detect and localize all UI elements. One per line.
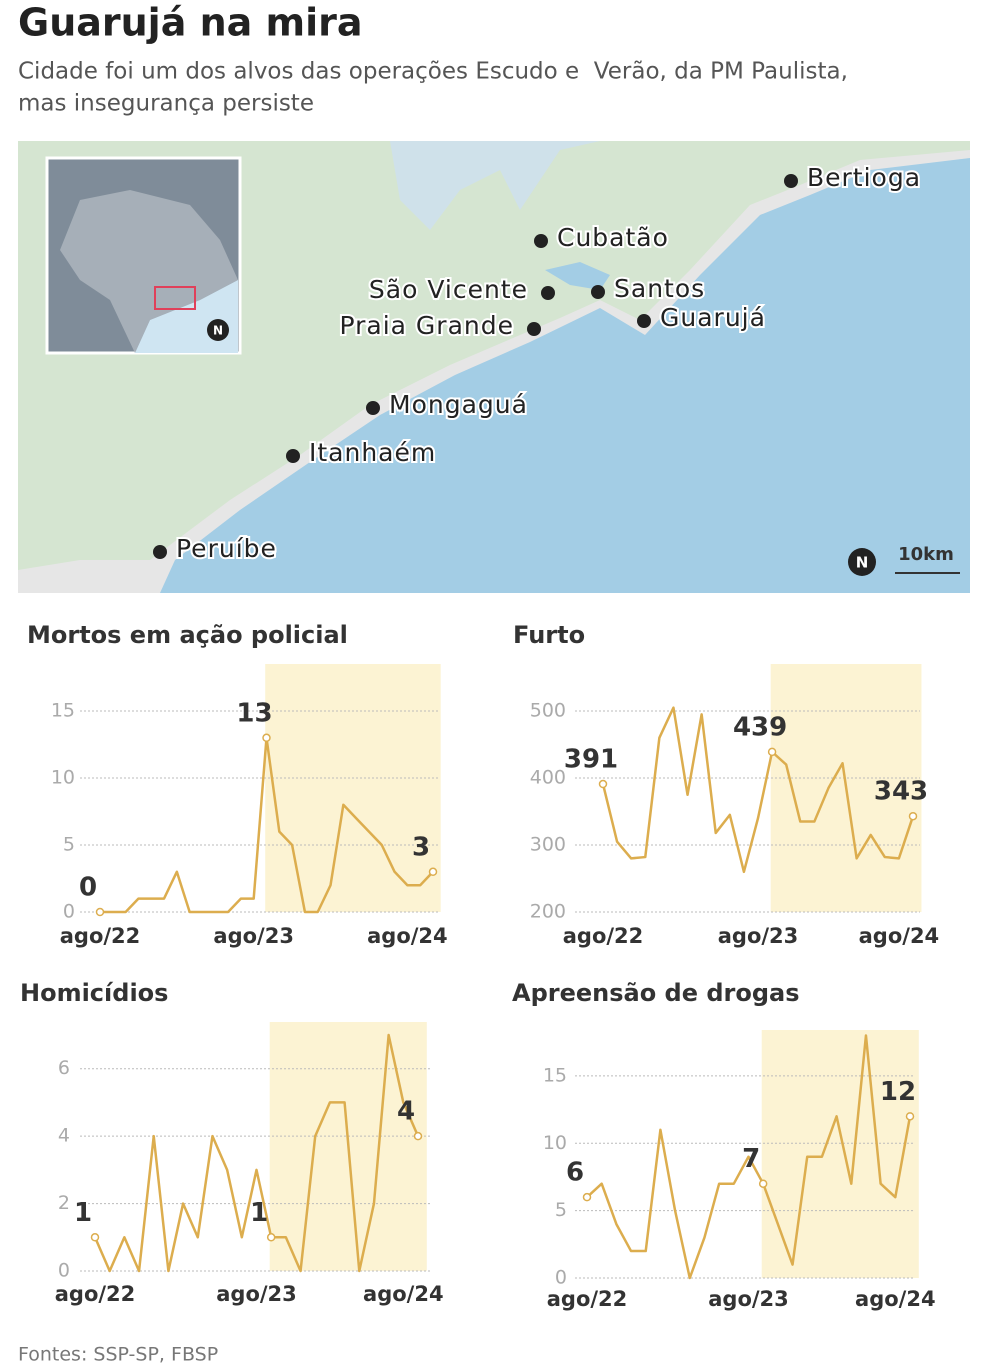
inset-state	[60, 190, 238, 353]
city-label: Praia Grande	[339, 311, 514, 340]
city-label: Mongaguá	[389, 390, 528, 419]
city-label: Cubatão	[557, 223, 669, 252]
city-dot	[286, 449, 300, 463]
city-label: São Vicente	[369, 275, 528, 304]
y-tick-label: 0	[555, 1267, 567, 1289]
chart-title: Mortos em ação policial	[27, 621, 348, 649]
chart-title: Apreensão de drogas	[512, 979, 800, 1007]
y-tick-label: 10	[51, 767, 75, 789]
y-tick-label: 5	[555, 1199, 567, 1221]
value-label: 3	[412, 832, 430, 862]
x-tick-label: ago/24	[859, 924, 940, 948]
point-marker	[758, 1179, 768, 1188]
water	[390, 141, 600, 230]
chart-title: Furto	[513, 621, 585, 649]
subtitle: mas insegurança persiste	[18, 91, 314, 117]
y-tick-label: 5	[63, 834, 75, 856]
point-marker	[413, 1131, 423, 1141]
city-dot	[541, 286, 555, 300]
y-tick-label: 15	[543, 1064, 567, 1086]
y-tick-label: 4	[58, 1125, 70, 1147]
x-tick-label: ago/23	[708, 1287, 789, 1311]
x-tick-label: ago/24	[367, 924, 448, 948]
subtitle: Cidade foi um dos alvos das operações Es…	[18, 59, 848, 85]
highlight-period	[265, 664, 441, 912]
value-label: 7	[742, 1144, 760, 1174]
data-line	[601, 706, 915, 874]
y-tick-label: 500	[530, 700, 566, 722]
data-line	[586, 1034, 912, 1280]
north-label: N	[213, 324, 223, 338]
y-tick-label: 0	[58, 1260, 70, 1282]
chart-title: Homicídios	[20, 979, 168, 1007]
map: N N 10km Bertioga Cubatão São Vicente Santo…	[18, 141, 970, 593]
city-dot	[527, 322, 541, 336]
point-marker	[767, 747, 777, 757]
x-tick-label: ago/24	[363, 1282, 444, 1306]
point-marker	[266, 1233, 276, 1242]
city-label: Bertioga	[807, 163, 921, 192]
title: Guarujá na mira	[18, 1, 363, 45]
x-tick-label: ago/22	[563, 924, 644, 948]
x-tick-label: ago/24	[855, 1287, 936, 1311]
value-label: 12	[880, 1077, 916, 1107]
city-label: Santos	[614, 274, 705, 303]
city-label: Guarujá	[660, 303, 766, 332]
x-tick-label: ago/23	[216, 1282, 297, 1306]
value-label: 13	[236, 698, 272, 728]
point-marker	[598, 779, 608, 789]
city-dot	[366, 401, 380, 415]
city-dot	[153, 545, 167, 559]
point-marker	[90, 1233, 100, 1242]
north-icon	[207, 319, 229, 341]
ocean	[160, 158, 970, 593]
value-label: 1	[250, 1198, 268, 1228]
y-tick-label: 0	[63, 901, 75, 923]
y-tick-label: 400	[530, 767, 566, 789]
estuary	[545, 262, 610, 290]
x-tick-label: ago/22	[60, 924, 141, 948]
value-label: 6	[566, 1158, 584, 1188]
source: Fontes: SSP-SP, FBSP	[18, 1344, 218, 1366]
value-label: 1	[74, 1198, 92, 1228]
y-tick-label: 200	[530, 901, 566, 923]
y-tick-label: 10	[543, 1132, 567, 1154]
value-label: 343	[874, 777, 928, 807]
y-tick-label: 15	[51, 700, 75, 722]
data-line	[93, 1033, 420, 1273]
x-tick-label: ago/22	[547, 1287, 628, 1311]
y-tick-label: 2	[58, 1192, 70, 1214]
value-label: 0	[79, 873, 97, 903]
point-marker	[262, 733, 271, 743]
value-label: 4	[397, 1097, 415, 1127]
city-label: Peruíbe	[176, 534, 277, 563]
city-dot	[591, 285, 605, 299]
value-label: 439	[733, 712, 787, 742]
x-tick-label: ago/23	[718, 924, 799, 948]
inset-highlight	[154, 286, 196, 310]
point-marker	[582, 1192, 592, 1202]
point-marker	[428, 867, 438, 877]
north-icon	[848, 548, 876, 576]
scale-label: 10km	[898, 544, 954, 565]
city-dot	[637, 314, 651, 328]
value-label: 391	[564, 745, 618, 775]
y-tick-label: 300	[530, 834, 566, 856]
highlight-period	[761, 1030, 919, 1278]
city-dot	[534, 234, 548, 248]
point-marker	[95, 907, 105, 917]
point-marker	[908, 811, 918, 821]
x-tick-label: ago/22	[55, 1282, 136, 1306]
city-label: Itanhaém	[309, 438, 436, 467]
y-tick-label: 6	[58, 1057, 70, 1079]
point-marker	[905, 1112, 915, 1121]
city-dot	[784, 174, 798, 188]
x-tick-label: ago/23	[213, 924, 294, 948]
north-label: N	[856, 554, 869, 572]
